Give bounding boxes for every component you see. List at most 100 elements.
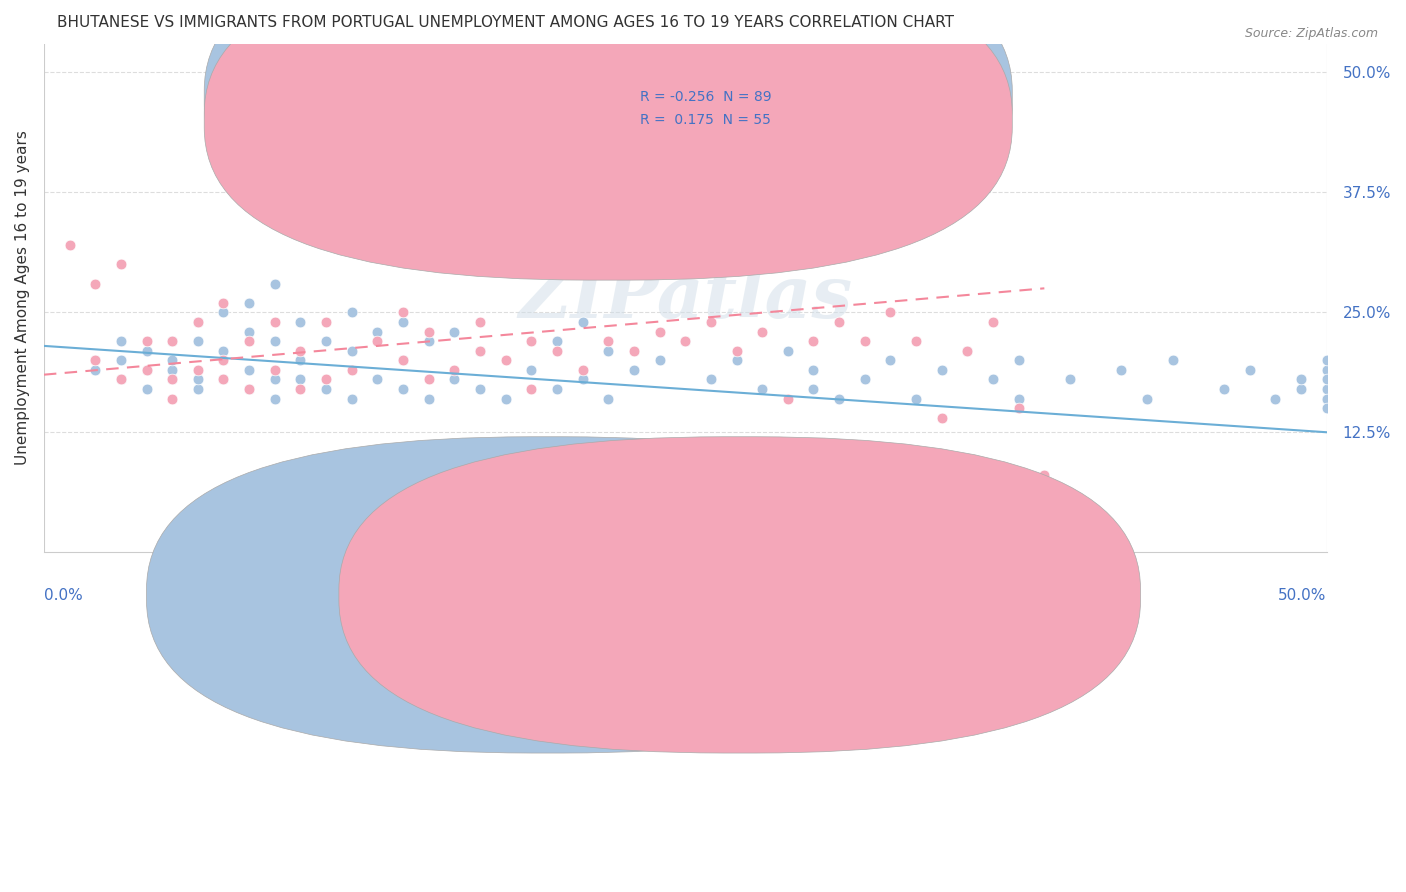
Point [392, 382, 415, 396]
Text: Immigrants from Portugal: Immigrants from Portugal [562, 588, 808, 603]
Point [392, 315, 415, 329]
Point [751, 382, 773, 396]
Point [110, 372, 132, 386]
Point [418, 392, 440, 406]
Point [238, 325, 260, 339]
Point [1008, 353, 1031, 368]
Point [84, 353, 107, 368]
Point [160, 334, 183, 348]
Point [187, 382, 209, 396]
Point [418, 334, 440, 348]
Point [160, 334, 183, 348]
Point [315, 382, 337, 396]
Point [673, 334, 696, 348]
Point [1059, 372, 1081, 386]
Point [1315, 392, 1337, 406]
Point [468, 315, 491, 329]
Point [803, 363, 825, 377]
Point [956, 343, 979, 358]
Point [1315, 363, 1337, 377]
Point [981, 315, 1004, 329]
Point [187, 334, 209, 348]
Point [160, 363, 183, 377]
Point [1264, 392, 1286, 406]
Point [879, 353, 901, 368]
Point [828, 392, 851, 406]
Point [187, 363, 209, 377]
Point [212, 372, 235, 386]
Point [1315, 372, 1337, 386]
Point [1136, 392, 1159, 406]
Point [1008, 401, 1031, 416]
Point [160, 372, 183, 386]
Point [700, 315, 723, 329]
Point [135, 382, 157, 396]
Point [879, 305, 901, 319]
Point [212, 305, 235, 319]
Point [931, 363, 953, 377]
Point [648, 353, 671, 368]
Point [290, 382, 312, 396]
Point [340, 305, 363, 319]
Point [443, 372, 465, 386]
Point [135, 363, 157, 377]
Point [392, 305, 415, 319]
Point [725, 353, 748, 368]
Point [520, 334, 543, 348]
Point [160, 372, 183, 386]
Point [598, 334, 620, 348]
Point [1212, 382, 1234, 396]
Point [160, 353, 183, 368]
Point [468, 343, 491, 358]
Point [392, 353, 415, 368]
Point [1315, 353, 1337, 368]
Point [315, 315, 337, 329]
Point [212, 295, 235, 310]
Point [673, 334, 696, 348]
FancyBboxPatch shape [564, 74, 935, 143]
Text: BHUTANESE VS IMMIGRANTS FROM PORTUGAL UNEMPLOYMENT AMONG AGES 16 TO 19 YEARS COR: BHUTANESE VS IMMIGRANTS FROM PORTUGAL UN… [56, 15, 953, 30]
Point [135, 363, 157, 377]
Text: Source: ZipAtlas.com: Source: ZipAtlas.com [1244, 27, 1378, 40]
FancyBboxPatch shape [204, 0, 1012, 280]
Point [623, 343, 645, 358]
Y-axis label: Unemployment Among Ages 16 to 19 years: Unemployment Among Ages 16 to 19 years [15, 130, 30, 466]
Point [443, 363, 465, 377]
Point [160, 392, 183, 406]
Point [315, 334, 337, 348]
Point [1033, 468, 1056, 483]
Point [776, 392, 799, 406]
Point [187, 315, 209, 329]
Point [263, 363, 285, 377]
Point [187, 315, 209, 329]
Point [263, 392, 285, 406]
Point [110, 372, 132, 386]
Point [1161, 353, 1184, 368]
Point [1111, 363, 1133, 377]
Point [212, 343, 235, 358]
Point [598, 343, 620, 358]
Point [110, 353, 132, 368]
Point [418, 372, 440, 386]
Point [418, 325, 440, 339]
Point [366, 372, 388, 386]
Point [110, 334, 132, 348]
Point [84, 353, 107, 368]
FancyBboxPatch shape [146, 437, 948, 753]
Point [340, 363, 363, 377]
Point [238, 363, 260, 377]
Point [803, 382, 825, 396]
Point [495, 392, 517, 406]
Point [931, 410, 953, 425]
Point [905, 334, 928, 348]
Point [58, 238, 80, 252]
FancyBboxPatch shape [204, 0, 1012, 257]
Point [751, 325, 773, 339]
Point [263, 315, 285, 329]
Point [648, 325, 671, 339]
Point [520, 363, 543, 377]
Point [571, 363, 593, 377]
Text: 0.0%: 0.0% [44, 588, 83, 603]
Point [571, 315, 593, 329]
Point [290, 315, 312, 329]
